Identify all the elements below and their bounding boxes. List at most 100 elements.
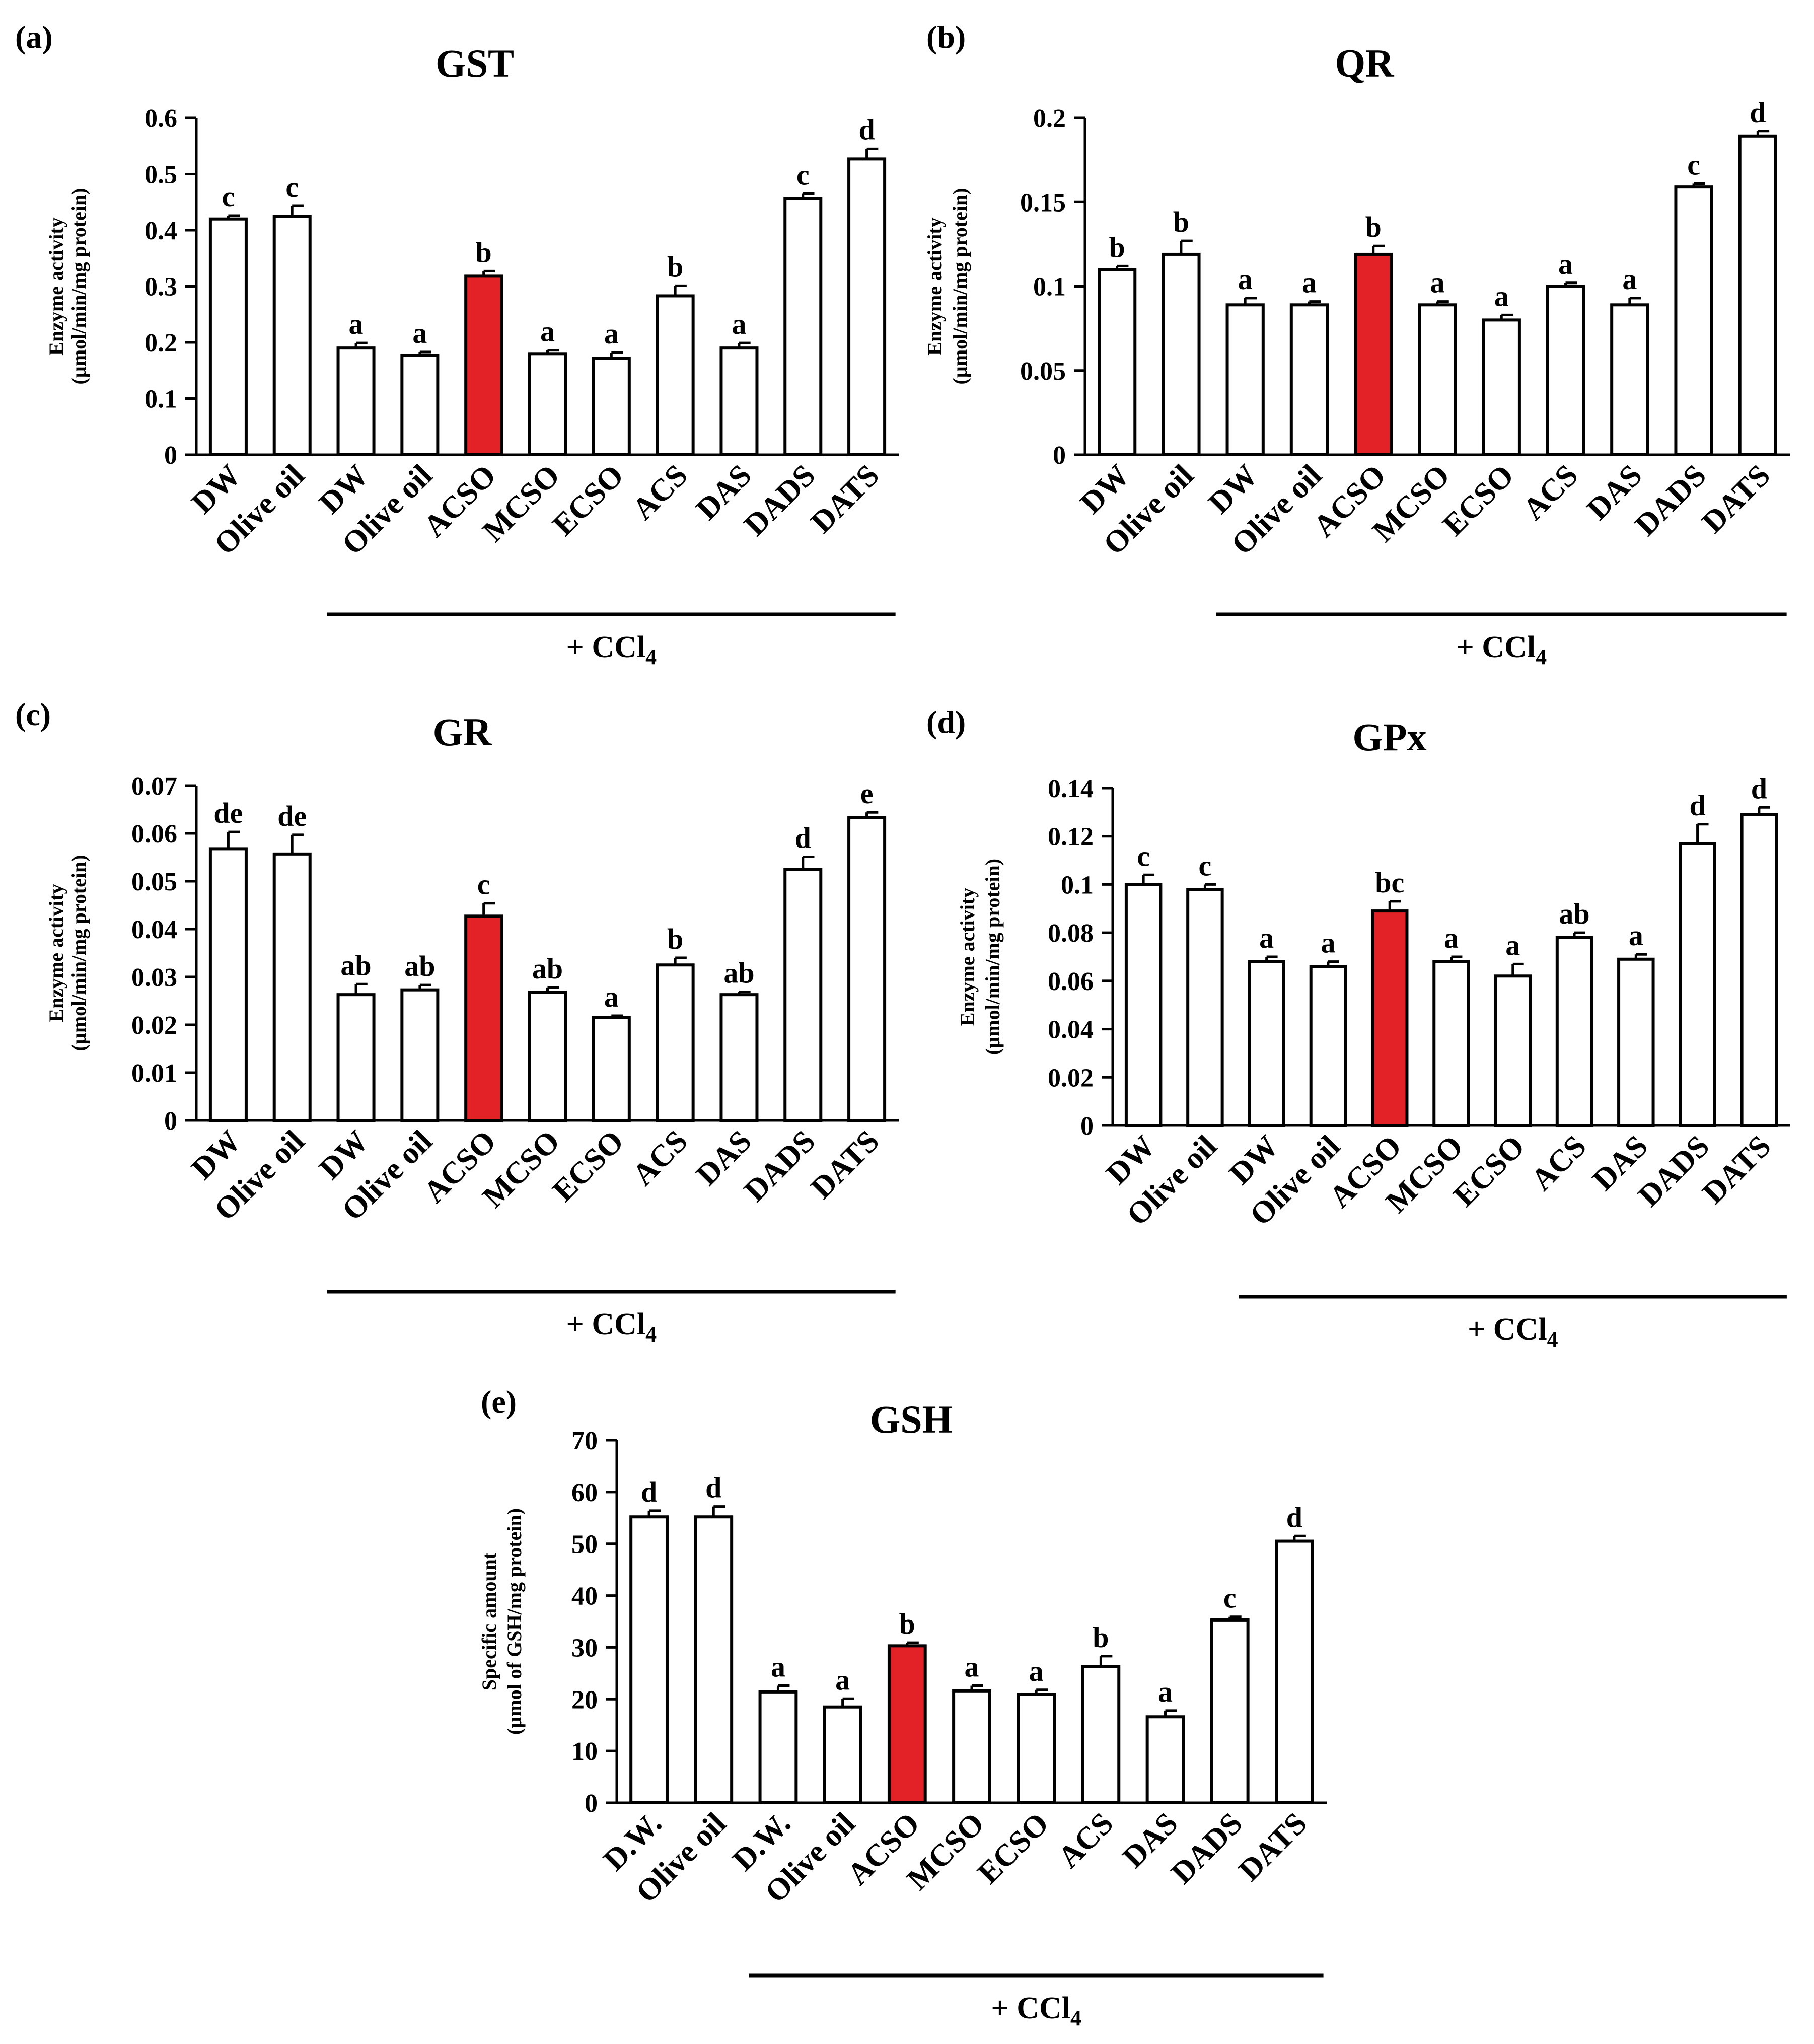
chart-title: QR	[1335, 41, 1395, 85]
y-tick-label: 0.04	[1048, 1016, 1094, 1044]
significance-letter: a	[965, 1651, 979, 1683]
significance-letter: d	[641, 1475, 657, 1508]
y-tick-label: 30	[571, 1634, 598, 1662]
significance-letter: d	[1751, 772, 1767, 805]
bar-das	[719, 346, 759, 457]
significance-letter: b	[899, 1607, 915, 1640]
y-tick-label: 0.05	[131, 868, 177, 896]
significance-letter: d	[1750, 96, 1766, 129]
significance-letter: ab	[723, 956, 754, 989]
panel-letter: (d)	[926, 704, 966, 740]
y-tick-label: 0.14	[1048, 774, 1094, 803]
ccl4-subscript: 4	[1547, 1327, 1558, 1352]
significance-letter: c	[796, 159, 810, 191]
bar-d-w-	[629, 1515, 669, 1804]
panel-letter: (e)	[481, 1384, 517, 1420]
bar-dats	[1738, 134, 1778, 457]
bar-mcso	[1432, 960, 1470, 1127]
chart-title: GR	[433, 710, 493, 754]
ccl4-text: + CCl	[1468, 1312, 1547, 1347]
significance-letter: d	[1286, 1501, 1302, 1533]
y-tick-label: 0.1	[1061, 871, 1094, 899]
significance-letter: d	[795, 822, 811, 855]
significance-letter: ab	[404, 950, 435, 982]
bar-mcso	[1418, 303, 1457, 456]
bar-acs	[656, 294, 695, 457]
significance-letter: a	[732, 308, 746, 340]
bar-ecso	[1017, 1693, 1056, 1804]
panel-letter: (c)	[15, 696, 51, 732]
y-tick-label: 0	[164, 441, 177, 470]
bar-dw	[1225, 303, 1265, 456]
y-tick-label: 20	[571, 1685, 598, 1714]
significance-letter: a	[1505, 929, 1520, 961]
y-tick-label: 0	[1053, 441, 1066, 470]
y-axis-label: (µmol/min/mg protein)	[67, 188, 90, 384]
bar-mcso	[528, 991, 567, 1122]
bar-olive-oil	[1162, 252, 1201, 456]
y-tick-label: 0.2	[1033, 104, 1066, 133]
bar-olive-oil	[400, 988, 440, 1122]
ccl4-subscript: 4	[645, 645, 657, 669]
significance-letter: b	[1365, 210, 1382, 243]
bar-olive-oil	[1186, 888, 1224, 1127]
y-tick-label: 0	[1080, 1112, 1094, 1141]
y-axis-label: Enzyme activity	[956, 888, 979, 1026]
significance-letter: ab	[340, 949, 371, 981]
y-tick-label: 0.05	[1020, 357, 1066, 386]
bar-dw	[208, 847, 248, 1122]
bar-dads	[1210, 1618, 1250, 1805]
significance-letter: a	[1029, 1655, 1044, 1687]
y-tick-label: 50	[571, 1530, 598, 1559]
bar-dw	[1248, 960, 1285, 1127]
significance-letter: d	[705, 1471, 721, 1504]
y-axis-label: (µmol/min/mg protein)	[981, 859, 1004, 1055]
significance-letter: a	[604, 317, 619, 350]
significance-letter: ab	[1559, 897, 1589, 930]
bar-acso	[1370, 909, 1409, 1127]
bar-olive-oil	[694, 1515, 734, 1804]
significance-letter: de	[213, 797, 243, 829]
significance-letter: a	[1302, 266, 1317, 299]
y-tick-label: 0.06	[131, 820, 177, 849]
significance-letter: b	[476, 236, 492, 268]
bar-acs	[1081, 1665, 1121, 1804]
significance-letter: a	[1238, 263, 1253, 296]
bar-acso	[1354, 252, 1393, 456]
significance-letter: a	[1430, 266, 1445, 299]
ccl4-text: + CCl	[566, 630, 646, 664]
bar-das	[1617, 957, 1655, 1127]
y-tick-label: 40	[571, 1582, 598, 1611]
y-axis-label: Enzyme activity	[45, 884, 67, 1022]
y-tick-label: 0.1	[1033, 273, 1066, 302]
significance-letter: a	[1494, 279, 1509, 312]
bar-dw	[1124, 883, 1163, 1127]
bar-ecso	[592, 357, 631, 456]
bar-olive-oil	[272, 215, 312, 456]
bar-acso	[887, 1644, 927, 1804]
bar-olive-oil	[1289, 303, 1329, 456]
significance-letter: a	[540, 315, 555, 348]
significance-letter: b	[667, 923, 683, 955]
y-axis-label: (µmol/min/mg protein)	[949, 188, 971, 384]
significance-letter: c	[1687, 148, 1700, 181]
y-axis-label: (µmol/min/mg protein)	[67, 855, 90, 1051]
y-tick-label: 0.02	[1048, 1064, 1094, 1092]
significance-letter: b	[667, 250, 683, 283]
significance-letter: c	[222, 180, 235, 213]
ccl4-subscript: 4	[1536, 645, 1547, 669]
bar-dw	[208, 217, 248, 456]
bar-acs	[656, 963, 695, 1122]
significance-letter: c	[285, 171, 299, 203]
y-tick-label: 0.03	[131, 963, 177, 992]
significance-letter: d	[1689, 789, 1705, 822]
bar-mcso	[528, 352, 567, 456]
significance-letter: a	[771, 1651, 785, 1683]
bar-das	[1610, 303, 1649, 456]
y-tick-label: 0.07	[131, 772, 177, 801]
y-tick-label: 0.5	[144, 161, 177, 189]
significance-letter: a	[1158, 1675, 1173, 1708]
bar-olive-oil	[272, 852, 312, 1122]
bar-das	[719, 993, 759, 1122]
y-axis-label: Specific amount	[478, 1552, 500, 1690]
